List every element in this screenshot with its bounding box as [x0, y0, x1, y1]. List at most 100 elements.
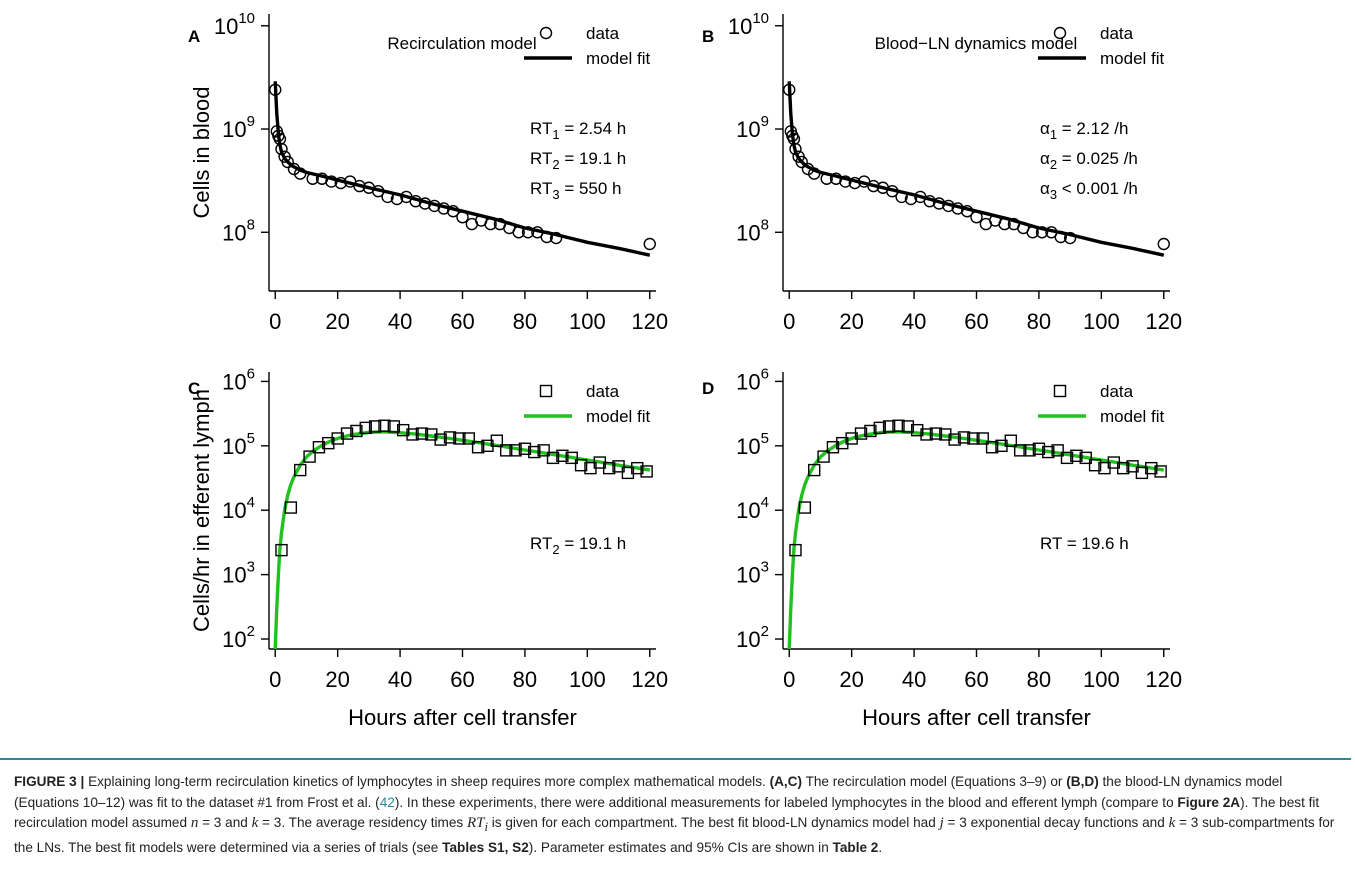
y-tick-label: 105: [736, 430, 769, 459]
y-tick-exponent: 5: [247, 430, 255, 447]
x-tick-label: 40: [388, 309, 412, 334]
data-point: [602, 461, 616, 475]
data-point: [381, 190, 394, 204]
data-point: [783, 83, 796, 96]
data-point: [970, 210, 983, 224]
x-tick-label: 80: [513, 667, 537, 692]
y-tick-exponent: 9: [761, 113, 769, 130]
y-tick-label: 109: [222, 113, 255, 142]
y-tick-exponent: 4: [247, 494, 255, 511]
y-tick-exponent: 6: [761, 365, 769, 382]
parameter-annotation: RT3 = 550 h: [530, 179, 622, 202]
data-point: [836, 436, 849, 450]
caption-text-3: ). In these experiments, there were addi…: [394, 794, 1174, 810]
data-point: [446, 205, 460, 218]
x-tick-label: 60: [964, 309, 988, 334]
data-point: [456, 210, 469, 224]
data-point: [521, 226, 535, 239]
y-tick-label: 103: [222, 559, 255, 588]
parameter-value: = 0.025 /h: [1057, 149, 1138, 168]
parameter-subscript: 3: [552, 187, 559, 202]
data-point: [1126, 460, 1139, 473]
data-point: [643, 237, 656, 251]
y-axis-label: Cells/hr in efferent lymph: [189, 389, 214, 632]
data-point: [932, 197, 946, 210]
legend-label: data: [1100, 382, 1134, 401]
x-tick-label: 80: [1027, 667, 1051, 692]
legend-label: data: [586, 24, 620, 43]
parameter-subscript: 2: [552, 157, 559, 172]
data-point: [789, 142, 802, 156]
data-point: [325, 175, 338, 188]
data-point: [294, 463, 307, 477]
legend-label: model fit: [1100, 407, 1165, 426]
y-tick-label: 102: [222, 623, 255, 652]
legend-label: model fit: [586, 407, 651, 426]
panel-title: Recirculation model: [387, 34, 536, 53]
caption-text-8: .: [878, 839, 883, 855]
x-tick-label: 100: [569, 667, 606, 692]
data-point: [1004, 434, 1018, 447]
x-tick-label: 120: [631, 667, 668, 692]
data-point: [798, 501, 812, 514]
parameter-value: = 19.1 h: [560, 149, 627, 168]
data-point: [565, 451, 578, 465]
data-point: [911, 423, 924, 437]
panel-c: C 0 20 40 60 80 100 120 102 103 104 105 106 Cells/hr …: [188, 365, 668, 730]
y-tick-label: 105: [222, 430, 255, 459]
caption-table2-link[interactable]: Table 2: [832, 839, 879, 855]
caption-reference-link[interactable]: 42: [379, 794, 395, 810]
parameter-annotation: α3 < 0.001 /h: [1040, 179, 1138, 202]
data-point: [867, 179, 880, 193]
y-tick-exponent: 8: [247, 216, 255, 233]
parameter-value: < 0.001 /h: [1057, 179, 1138, 198]
data-point: [574, 459, 588, 472]
data-point: [1051, 444, 1064, 457]
x-tick-label: 0: [783, 309, 795, 334]
panel-letter: D: [702, 379, 714, 398]
legend-marker-data: [539, 384, 553, 398]
data-point: [948, 433, 961, 446]
data-point: [960, 205, 974, 218]
caption-tables-link[interactable]: Tables S1, S2: [442, 839, 529, 855]
data-point: [967, 432, 980, 445]
y-tick-label: 108: [736, 216, 769, 245]
panel-letter: B: [702, 27, 714, 46]
y-tick-label: 108: [222, 216, 255, 245]
y-tick-exponent: 9: [247, 113, 255, 130]
figure-area: A Recirculation model 0 20 40 60 80 100 120 108 10…: [188, 10, 1182, 730]
x-tick-label: 0: [269, 309, 281, 334]
x-tick-label: 80: [1027, 309, 1051, 334]
caption-figure-link[interactable]: Figure 2A: [1177, 794, 1241, 810]
legend-marker-data: [539, 26, 553, 40]
caption-var-rt: RTi: [467, 815, 488, 834]
x-tick-label: 20: [325, 667, 349, 692]
x-tick-label: 20: [839, 309, 863, 334]
legend-label: model fit: [586, 49, 651, 68]
data-point: [1145, 461, 1158, 475]
data-point: [886, 184, 899, 198]
data-point: [315, 172, 329, 185]
data-point: [1079, 451, 1092, 465]
x-tick-label: 40: [388, 667, 412, 692]
data-point: [434, 433, 447, 446]
x-tick-label: 60: [450, 667, 474, 692]
x-tick-label: 120: [631, 309, 668, 334]
x-tick-label: 60: [964, 667, 988, 692]
y-tick-exponent: 3: [247, 559, 255, 576]
data-point: [471, 441, 485, 454]
parameter-value: = 2.12 /h: [1057, 119, 1128, 138]
y-tick-exponent: 3: [761, 559, 769, 576]
data-point: [787, 132, 801, 146]
x-tick-label: 40: [902, 309, 926, 334]
data-point: [1088, 459, 1102, 472]
data-point: [839, 175, 852, 188]
y-tick-label: 109: [736, 113, 769, 142]
data-point: [303, 450, 316, 463]
y-tick-label: 1010: [214, 10, 255, 39]
parameter-annotation: α2 = 0.025 /h: [1040, 149, 1138, 172]
data-point: [453, 432, 466, 445]
data-point: [789, 543, 802, 557]
x-tick-label: 80: [513, 309, 537, 334]
